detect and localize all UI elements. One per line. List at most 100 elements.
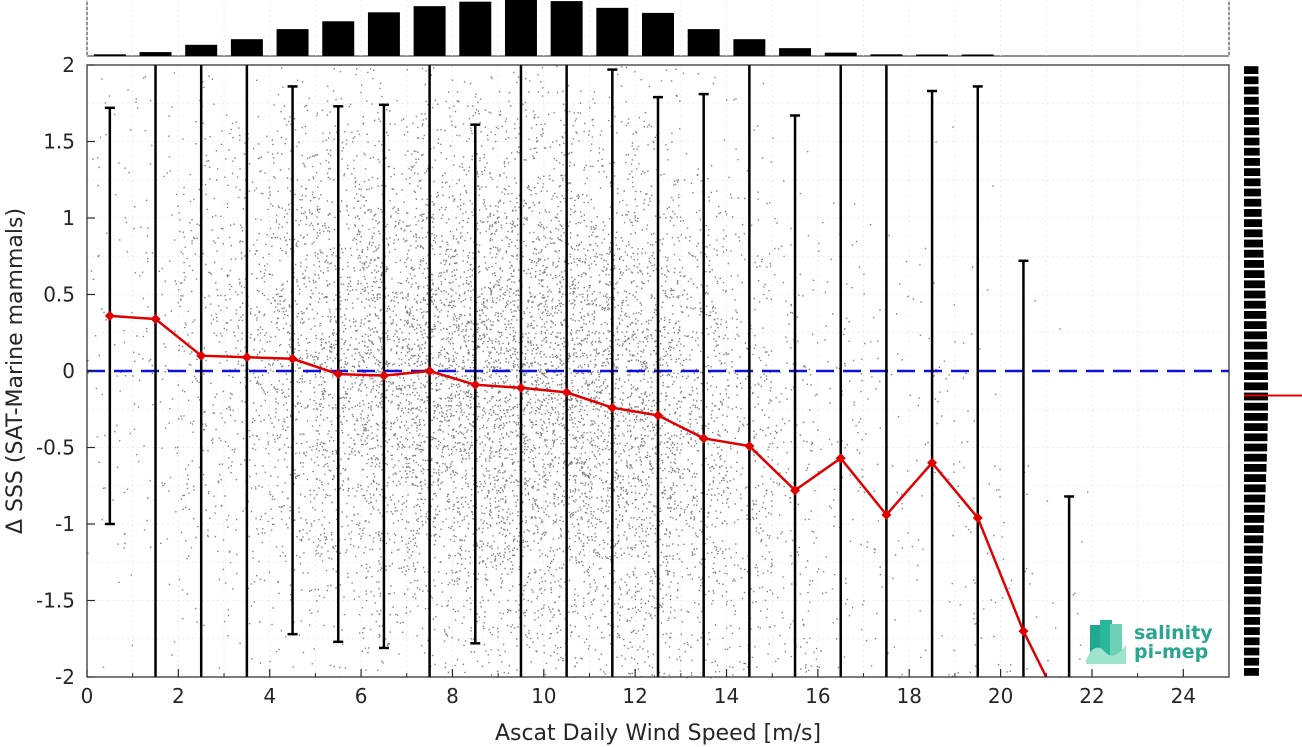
y-histogram-bar (1244, 494, 1266, 503)
x-histogram-bar (276, 29, 309, 56)
x-tick-label: 2 (172, 684, 185, 708)
y-histogram (1244, 66, 1302, 676)
x-tick-label: 0 (81, 684, 94, 708)
y-axis-ticks: 2 1.5 1 0.5 0 -0.5 -1 -1.5 -2 (36, 53, 95, 689)
mean-marker (744, 440, 755, 451)
mean-marker (698, 433, 709, 444)
y-histogram-bar (1244, 311, 1267, 319)
y-histogram-bar (1244, 576, 1262, 584)
x-histogram-bar (185, 44, 218, 56)
mean-marker (424, 366, 435, 376)
x-histogram-bar (916, 54, 949, 56)
y-histogram-bar (1244, 637, 1260, 646)
x-tick-label: 12 (622, 684, 647, 708)
y-histogram-bar (1244, 566, 1262, 574)
mean-line (104, 310, 1048, 677)
x-histogram-bar (550, 1, 583, 57)
mean-marker (196, 350, 207, 361)
y-histogram-bar (1244, 331, 1268, 340)
x-tick-label: 18 (897, 684, 922, 708)
x-tick-label: 10 (531, 684, 556, 708)
x-histogram-bar (596, 7, 629, 56)
y-histogram-bar (1244, 219, 1263, 227)
logo-line2: pi-mep (1134, 641, 1208, 663)
salinity-logo-icon (1086, 620, 1126, 664)
mean-marker (607, 402, 618, 413)
y-tick-label: 0 (62, 359, 75, 383)
y-histogram-bar (1244, 117, 1260, 125)
mean-marker (1018, 626, 1029, 637)
y-histogram-bar (1244, 168, 1261, 176)
x-histogram-bar (687, 29, 720, 56)
mean-marker (150, 313, 161, 324)
y-histogram-bar (1244, 198, 1262, 207)
mean-marker (972, 512, 983, 523)
x-histogram-bar (779, 48, 812, 56)
y-histogram-bar (1244, 423, 1268, 431)
y-histogram-bar (1244, 209, 1262, 217)
mean-marker (378, 370, 389, 381)
x-histogram-bar (93, 54, 126, 56)
y-histogram-bar (1244, 66, 1259, 74)
y-histogram-bar (1244, 586, 1262, 595)
y-histogram-bar (1244, 413, 1268, 421)
x-tick-label: 24 (1171, 684, 1196, 708)
x-histogram-bar (961, 54, 994, 56)
mean-marker (287, 353, 298, 364)
y-histogram-bar (1244, 290, 1266, 299)
y-histogram-bar (1244, 606, 1261, 615)
y-histogram-bar (1244, 668, 1259, 676)
x-tick-label: 14 (714, 684, 739, 708)
x-histogram-bar (642, 12, 674, 56)
y-histogram-bar (1244, 321, 1267, 329)
logo-line1: salinity (1134, 622, 1213, 644)
y-tick-label: 1 (62, 206, 75, 230)
y-histogram-bar (1244, 555, 1263, 564)
mean-marker (835, 453, 846, 464)
y-histogram-bar (1244, 341, 1268, 350)
y-histogram-bar (1244, 596, 1261, 605)
mean-marker (333, 369, 344, 380)
x-tick-label: 20 (988, 684, 1013, 708)
y-histogram-bar (1244, 433, 1268, 442)
salinity-logo: salinity pi-mep (1086, 620, 1213, 664)
y-histogram-bar (1244, 617, 1261, 625)
y-histogram-bar (1244, 464, 1267, 472)
y-histogram-bar (1244, 280, 1265, 289)
y-histogram-bar (1244, 96, 1259, 105)
x-histogram-bar (139, 52, 172, 56)
y-histogram-bar (1244, 504, 1265, 513)
y-histogram-bar (1244, 137, 1260, 146)
y-histogram-bar (1244, 86, 1259, 95)
y-histogram-bar (1244, 351, 1268, 360)
mean-series-line (109, 314, 1048, 677)
x-tick-label: 4 (263, 684, 276, 708)
y-histogram-bar (1244, 249, 1264, 258)
y-histogram-bar (1244, 178, 1261, 187)
mean-marker (561, 387, 572, 398)
x-histogram-bar (367, 12, 400, 56)
y-histogram-bar (1244, 392, 1268, 401)
y-histogram-bar (1244, 484, 1266, 493)
y-histogram-bar (1244, 382, 1268, 391)
x-axis-title: Ascat Daily Wind Speed [m/s] (495, 721, 821, 746)
y-tick-label: 1.5 (43, 130, 75, 154)
y-tick-label: 0.5 (43, 283, 75, 307)
y-histogram-bar (1244, 107, 1259, 115)
mean-marker (881, 509, 892, 520)
y-histogram-bar (1244, 158, 1260, 166)
mean-marker (653, 410, 663, 421)
y-histogram-bar (1244, 535, 1264, 544)
y-histogram-bar (1244, 127, 1260, 136)
x-tick-label: 6 (355, 684, 368, 708)
y-histogram-bar (1244, 627, 1260, 635)
x-histogram-bar (733, 39, 766, 56)
y-tick-label: -0.5 (36, 436, 75, 460)
y-histogram-bar (1244, 76, 1259, 85)
y-histogram-bar (1244, 270, 1265, 278)
y-tick-label: -1.5 (36, 589, 75, 613)
mean-marker (104, 310, 115, 321)
y-histogram-bar (1244, 515, 1265, 523)
y-histogram-bar (1244, 229, 1263, 238)
y-histogram-bar (1244, 453, 1267, 462)
